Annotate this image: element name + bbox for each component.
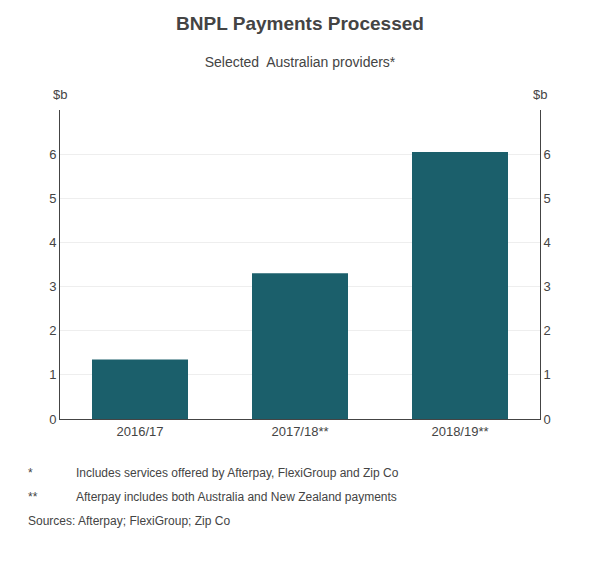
svg-text:6: 6 <box>544 147 551 162</box>
svg-text:**: ** <box>28 490 38 504</box>
svg-text:2017/18**: 2017/18** <box>271 424 328 439</box>
svg-text:6: 6 <box>49 147 56 162</box>
svg-text:$b: $b <box>53 87 67 102</box>
svg-text:Selected Australian providers: Selected Australian providers* <box>205 54 396 70</box>
svg-text:2018/19**: 2018/19** <box>431 424 488 439</box>
svg-text:2016/17: 2016/17 <box>117 424 164 439</box>
svg-text:5: 5 <box>49 191 56 206</box>
svg-text:Afterpay includes both Austral: Afterpay includes both Australia and New… <box>76 490 397 504</box>
svg-text:*: * <box>28 466 33 480</box>
svg-text:2: 2 <box>544 323 551 338</box>
svg-text:0: 0 <box>49 412 56 427</box>
svg-text:3: 3 <box>544 279 551 294</box>
svg-text:1: 1 <box>49 367 56 382</box>
svg-text:2: 2 <box>49 323 56 338</box>
svg-text:5: 5 <box>544 191 551 206</box>
svg-text:4: 4 <box>49 235 56 250</box>
svg-text:$b: $b <box>533 87 547 102</box>
svg-text:Sources: Afterpay; FlexiGroup;: Sources: Afterpay; FlexiGroup; Zip Co <box>28 514 230 528</box>
svg-text:3: 3 <box>49 279 56 294</box>
svg-text:1: 1 <box>544 367 551 382</box>
svg-text:4: 4 <box>544 235 551 250</box>
svg-text:0: 0 <box>544 412 551 427</box>
svg-text:Includes services offered by A: Includes services offered by Afterpay, F… <box>76 466 399 480</box>
svg-text:BNPL Payments Processed: BNPL Payments Processed <box>176 13 424 34</box>
